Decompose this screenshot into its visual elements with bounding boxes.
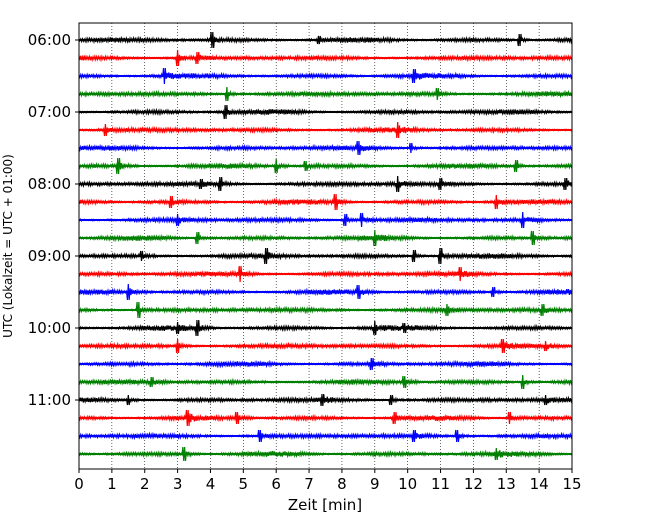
- y-tick-label-06:00: 06:00: [28, 31, 71, 49]
- x-tick-label-8: 8: [337, 475, 347, 493]
- x-tick-label-3: 3: [173, 475, 183, 493]
- y-tick-label-09:00: 09:00: [28, 247, 71, 265]
- plot-background: [79, 23, 572, 469]
- y-tick-label-11:00: 11:00: [28, 391, 71, 409]
- x-axis-label: Zeit [min]: [288, 496, 362, 514]
- y-tick-label-07:00: 07:00: [28, 103, 71, 121]
- plot-frame: [78, 22, 573, 470]
- x-tick-label-2: 2: [140, 475, 150, 493]
- x-tick-label-4: 4: [206, 475, 216, 493]
- y-axis-label: UTC (Lokalzeit = UTC + 01:00): [1, 154, 15, 338]
- x-tick-label-12: 12: [464, 475, 483, 493]
- x-axis: 0 1 2 3 4 5 6 7 8 9 10 11 12 13 14 15: [74, 469, 582, 493]
- x-tick-label-7: 7: [304, 475, 314, 493]
- y-tick-label-10:00: 10:00: [28, 319, 71, 337]
- x-tick-label-5: 5: [239, 475, 249, 493]
- x-tick-label-0: 0: [74, 475, 84, 493]
- x-tick-label-15: 15: [562, 475, 581, 493]
- vertical-gridlines: [111, 23, 540, 469]
- x-tick-label-9: 9: [370, 475, 380, 493]
- x-tick-label-6: 6: [271, 475, 281, 493]
- seismic-traces: [78, 31, 573, 462]
- x-tick-label-1: 1: [107, 475, 117, 493]
- x-tick-label-14: 14: [530, 475, 549, 493]
- x-tick-label-13: 13: [497, 475, 516, 493]
- x-tick-label-11: 11: [431, 475, 450, 493]
- y-axis: 06:00 07:00 08:00 09:00 10:00 11:00: [28, 31, 79, 409]
- y-tick-label-08:00: 08:00: [28, 175, 71, 193]
- x-tick-label-10: 10: [398, 475, 417, 493]
